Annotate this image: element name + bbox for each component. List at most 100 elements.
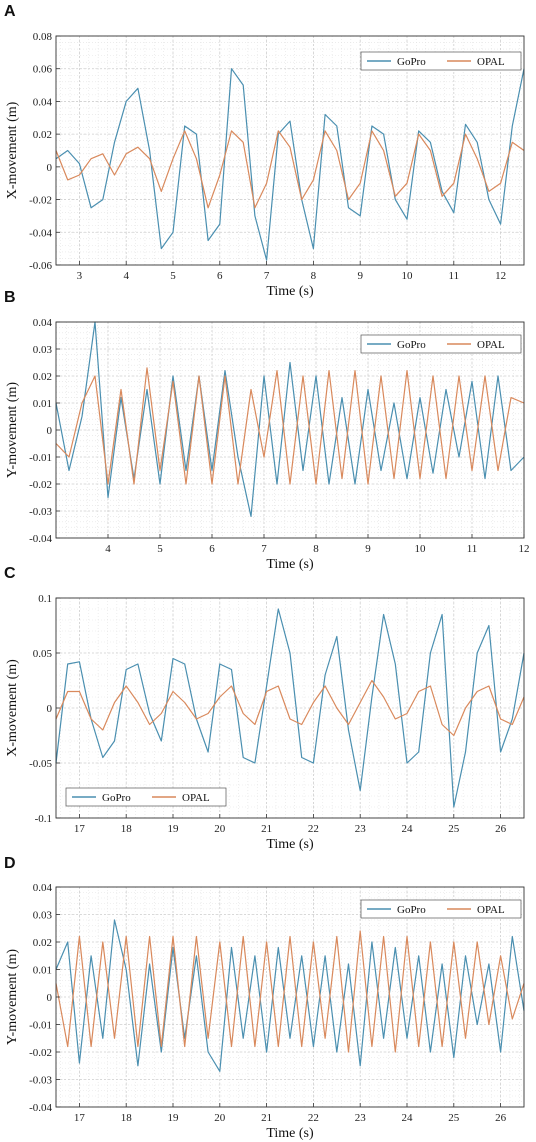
x-tick-label: 11 (449, 270, 460, 282)
y-tick-label: -0.03 (29, 506, 52, 518)
x-tick-label: 7 (264, 270, 270, 282)
x-tick-label: 21 (261, 1112, 272, 1124)
series-line-gopro (55, 321, 525, 517)
x-tick-label: 22 (308, 823, 319, 835)
x-tick-label: 9 (357, 270, 363, 282)
x-tick-label: 24 (402, 1112, 414, 1124)
y-tick-label: 0 (47, 703, 53, 715)
series-line-opal (55, 130, 525, 209)
legend-label-gopro: GoPro (102, 792, 131, 804)
y-axis-label: Y-movement (m) (5, 382, 20, 478)
y-tick-label: 0.02 (33, 129, 52, 141)
y-tick-label: 0.08 (33, 31, 53, 43)
x-tick-label: 25 (448, 823, 460, 835)
series-line-opal (55, 679, 525, 737)
panel-label: D (4, 855, 16, 872)
series-line-gopro (55, 608, 525, 808)
y-tick-label: -0.04 (29, 1102, 52, 1114)
y-tick-label: -0.04 (29, 227, 52, 239)
legend-label-gopro: GoPro (397, 56, 426, 68)
y-tick-label: -0.01 (29, 452, 52, 464)
x-tick-label: 17 (74, 823, 86, 835)
y-tick-label: 0.05 (33, 648, 53, 660)
legend-label-opal: OPAL (477, 904, 505, 916)
x-tick-label: 23 (355, 1112, 367, 1124)
legend-label-opal: OPAL (182, 792, 210, 804)
x-tick-label: 10 (415, 543, 427, 555)
y-tick-label: 0.01 (33, 965, 52, 977)
x-tick-label: 22 (308, 1112, 319, 1124)
legend-box (360, 899, 522, 919)
x-tick-label: 21 (261, 823, 272, 835)
legend-label-opal: OPAL (477, 56, 505, 68)
y-tick-label: 0.02 (33, 371, 52, 383)
x-tick-label: 11 (467, 543, 478, 555)
x-tick-label: 17 (74, 1112, 86, 1124)
panel-label: B (4, 289, 16, 306)
x-axis-label: Time (s) (266, 557, 314, 572)
panel-c: C 17 18 19 20 21 22 23 24 25 26 -0.1 -0.05 0 0.05 0.1 Ti… (4, 565, 525, 852)
x-axis-label: Time (s) (266, 284, 314, 299)
x-tick-label: 4 (105, 543, 111, 555)
x-tick-label: 20 (214, 1112, 226, 1124)
legend-box (360, 334, 522, 354)
y-axis-label: Y-movement (m) (5, 949, 20, 1045)
x-tick-label: 5 (170, 270, 176, 282)
y-axis-label: X-movement (m) (5, 659, 20, 757)
x-tick-label: 23 (355, 823, 367, 835)
y-tick-label: 0 (47, 992, 53, 1004)
x-tick-label: 9 (365, 543, 371, 555)
x-axis-label: Time (s) (266, 1126, 314, 1141)
series-line-gopro (55, 68, 525, 261)
x-tick-label: 26 (495, 1112, 507, 1124)
y-tick-label: 0.04 (33, 882, 53, 894)
x-tick-label: 8 (311, 270, 317, 282)
y-tick-label: -0.1 (35, 813, 52, 825)
x-tick-label: 4 (123, 270, 129, 282)
x-axis-label: Time (s) (266, 837, 314, 852)
legend-label-gopro: GoPro (397, 339, 426, 351)
y-tick-label: 0.1 (38, 593, 52, 605)
x-tick-label: 7 (261, 543, 267, 555)
y-tick-label: -0.04 (29, 533, 52, 545)
panel-label: C (4, 565, 16, 582)
y-tick-label: 0.04 (33, 317, 53, 329)
panel-d: D 17 18 19 20 21 22 23 24 25 26 -0.04 -0.03 -0.02 -0.0… (4, 855, 525, 1141)
y-axis-label: X-movement (m) (5, 101, 20, 199)
series-line-gopro (55, 919, 525, 1072)
y-tick-label: 0.06 (33, 64, 53, 76)
y-tick-label: -0.06 (29, 260, 52, 272)
series-line-opal (55, 930, 525, 1053)
y-tick-label: -0.02 (29, 479, 52, 491)
x-tick-label: 18 (121, 1112, 133, 1124)
x-tick-label: 24 (402, 823, 414, 835)
y-tick-label: -0.01 (29, 1020, 52, 1032)
y-tick-label: -0.05 (29, 758, 52, 770)
x-tick-label: 6 (209, 543, 215, 555)
x-tick-label: 26 (495, 823, 507, 835)
y-tick-label: 0.04 (33, 96, 53, 108)
panel-b: B 4 5 6 7 8 9 10 11 12 -0.04 -0.03 -0.02 -0.01 0 0.01 0.… (4, 289, 530, 572)
x-tick-label: 8 (313, 543, 319, 555)
x-tick-label: 5 (157, 543, 163, 555)
x-tick-label: 12 (495, 270, 506, 282)
x-tick-label: 6 (217, 270, 223, 282)
y-tick-label: 0.03 (33, 344, 53, 356)
y-tick-label: 0.01 (33, 398, 52, 410)
y-tick-label: 0 (47, 425, 53, 437)
x-tick-label: 12 (519, 543, 530, 555)
legend-box (65, 787, 227, 807)
x-tick-label: 10 (402, 270, 414, 282)
y-tick-label: 0 (47, 162, 53, 174)
legend-box (360, 51, 522, 71)
y-tick-label: -0.02 (29, 1047, 52, 1059)
panel-label: A (4, 3, 16, 20)
series-line-opal (55, 367, 525, 485)
x-tick-label: 19 (168, 1112, 180, 1124)
x-tick-label: 20 (214, 823, 226, 835)
x-tick-label: 3 (77, 270, 83, 282)
x-tick-label: 25 (448, 1112, 460, 1124)
legend-label-opal: OPAL (477, 339, 505, 351)
